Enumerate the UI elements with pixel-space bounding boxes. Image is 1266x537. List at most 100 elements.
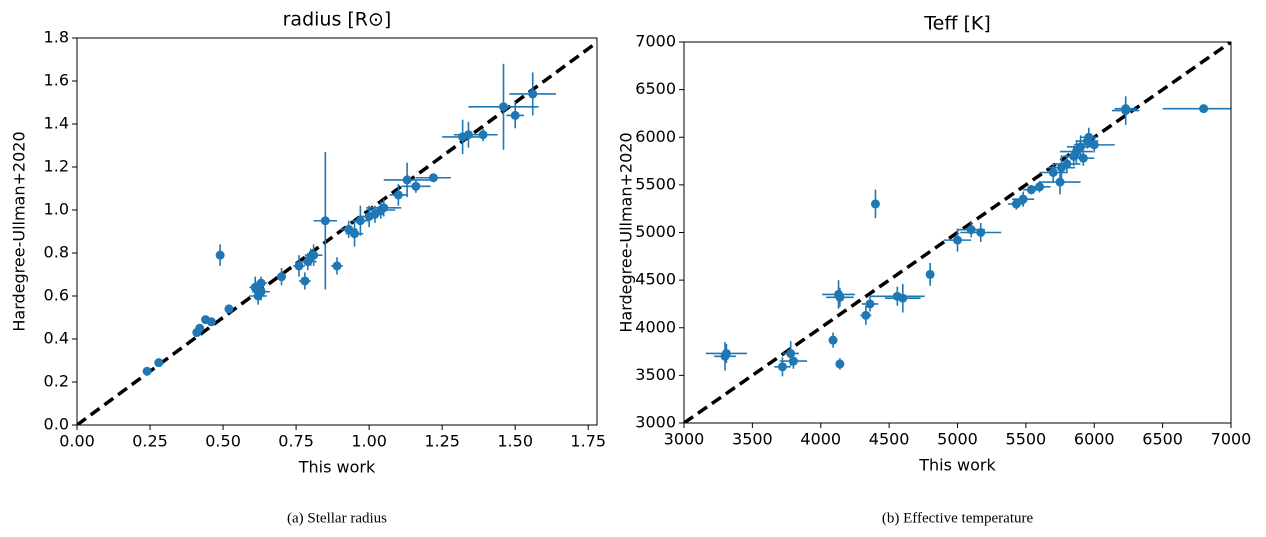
chart-title: Teff [K] bbox=[923, 13, 990, 35]
y-tick-label: 1.2 bbox=[44, 157, 69, 176]
data-point bbox=[1048, 167, 1058, 177]
data-point bbox=[835, 359, 845, 369]
data-point bbox=[1199, 104, 1209, 114]
y-tick-label: 3500 bbox=[635, 365, 676, 384]
data-point bbox=[309, 250, 319, 260]
y-tick-label: 7000 bbox=[635, 32, 676, 51]
data-point bbox=[224, 304, 234, 314]
data-point bbox=[142, 366, 152, 376]
data-point bbox=[1078, 153, 1088, 163]
data-point bbox=[499, 102, 509, 112]
data-point bbox=[1018, 194, 1028, 204]
data-point bbox=[355, 216, 365, 226]
data-point bbox=[428, 173, 438, 183]
data-point bbox=[320, 216, 330, 226]
plot-area bbox=[684, 42, 1231, 423]
data-point bbox=[788, 356, 798, 366]
y-tick-label: 6000 bbox=[635, 127, 676, 146]
y-tick-label: 0.8 bbox=[44, 243, 69, 262]
y-tick-label: 0.4 bbox=[44, 329, 69, 348]
x-tick-label: 7000 bbox=[1211, 430, 1252, 449]
data-point bbox=[332, 261, 342, 271]
y-tick-label: 5000 bbox=[635, 222, 676, 241]
data-point bbox=[777, 362, 787, 372]
data-point bbox=[379, 203, 389, 213]
chart-title: radius [R⊙] bbox=[283, 9, 392, 31]
x-tick-label: 4500 bbox=[869, 430, 910, 449]
x-tick-label: 6000 bbox=[1074, 430, 1115, 449]
y-tick-label: 0.0 bbox=[44, 415, 69, 434]
data-point bbox=[206, 317, 216, 327]
x-axis-label: This work bbox=[918, 456, 996, 475]
data-point bbox=[411, 181, 421, 191]
y-tick-label: 0.6 bbox=[44, 286, 69, 305]
data-point bbox=[925, 269, 935, 279]
y-tick-label: 1.6 bbox=[44, 71, 69, 90]
data-point bbox=[402, 175, 412, 185]
y-tick-label: 4500 bbox=[635, 270, 676, 289]
x-tick-label: 3500 bbox=[732, 430, 773, 449]
y-tick-label: 6500 bbox=[635, 79, 676, 98]
data-point bbox=[195, 323, 205, 333]
caption: (b) Effective temperature bbox=[882, 510, 1034, 526]
x-tick-label: 1.50 bbox=[497, 432, 533, 451]
data-point bbox=[300, 276, 310, 286]
data-point bbox=[898, 293, 908, 303]
caption: (a) Stellar radius bbox=[287, 510, 387, 526]
x-tick-label: 0.75 bbox=[278, 432, 314, 451]
x-tick-label: 0.50 bbox=[205, 432, 241, 451]
data-point bbox=[865, 299, 875, 309]
data-point bbox=[478, 130, 488, 140]
data-point bbox=[528, 89, 538, 99]
x-tick-label: 3000 bbox=[664, 430, 705, 449]
x-axis-label: This work bbox=[298, 458, 376, 477]
data-point bbox=[976, 228, 986, 237]
x-tick-label: 0.00 bbox=[59, 432, 95, 451]
identity-line bbox=[77, 40, 597, 425]
y-tick-label: 3000 bbox=[635, 413, 676, 432]
data-point bbox=[510, 110, 520, 120]
y-tick-label: 4000 bbox=[635, 317, 676, 336]
data-point bbox=[256, 287, 266, 297]
y-axis-label: Hardegree-Ullman+2020 bbox=[617, 132, 636, 332]
data-point bbox=[721, 348, 731, 358]
x-tick-label: 1.75 bbox=[570, 432, 606, 451]
data-point bbox=[1011, 199, 1021, 209]
data-point bbox=[1084, 132, 1094, 142]
plot-area bbox=[77, 40, 597, 425]
data-point bbox=[256, 278, 266, 288]
data-point bbox=[1055, 177, 1065, 187]
data-point bbox=[154, 358, 164, 368]
data-point bbox=[350, 229, 360, 239]
data-point bbox=[861, 310, 871, 320]
y-tick-label: 1.8 bbox=[44, 28, 69, 47]
y-tick-label: 5500 bbox=[635, 174, 676, 193]
data-point bbox=[835, 292, 845, 302]
data-point bbox=[828, 335, 838, 345]
data-point bbox=[276, 272, 286, 282]
data-point bbox=[1035, 182, 1045, 192]
data-point bbox=[1089, 140, 1099, 150]
y-axis-label: Hardegree-Ullman+2020 bbox=[10, 131, 29, 331]
data-point bbox=[294, 261, 304, 271]
data-point bbox=[953, 235, 962, 245]
data-point bbox=[393, 190, 403, 200]
axes-frame bbox=[76, 37, 598, 426]
axes-frame bbox=[683, 41, 1232, 424]
x-tick-label: 4000 bbox=[800, 430, 841, 449]
x-tick-label: 1.25 bbox=[424, 432, 460, 451]
data-point bbox=[1121, 104, 1131, 114]
data-point bbox=[215, 250, 225, 260]
y-tick-label: 0.2 bbox=[44, 372, 69, 391]
y-tick-label: 1.0 bbox=[44, 200, 69, 219]
x-tick-label: 5000 bbox=[937, 430, 978, 449]
x-tick-label: 6500 bbox=[1142, 430, 1183, 449]
data-point bbox=[870, 199, 880, 209]
x-tick-label: 5500 bbox=[1006, 430, 1047, 449]
x-tick-label: 1.00 bbox=[351, 432, 387, 451]
x-tick-label: 0.25 bbox=[132, 432, 168, 451]
y-tick-label: 1.4 bbox=[44, 114, 69, 133]
data-point bbox=[1062, 159, 1072, 169]
